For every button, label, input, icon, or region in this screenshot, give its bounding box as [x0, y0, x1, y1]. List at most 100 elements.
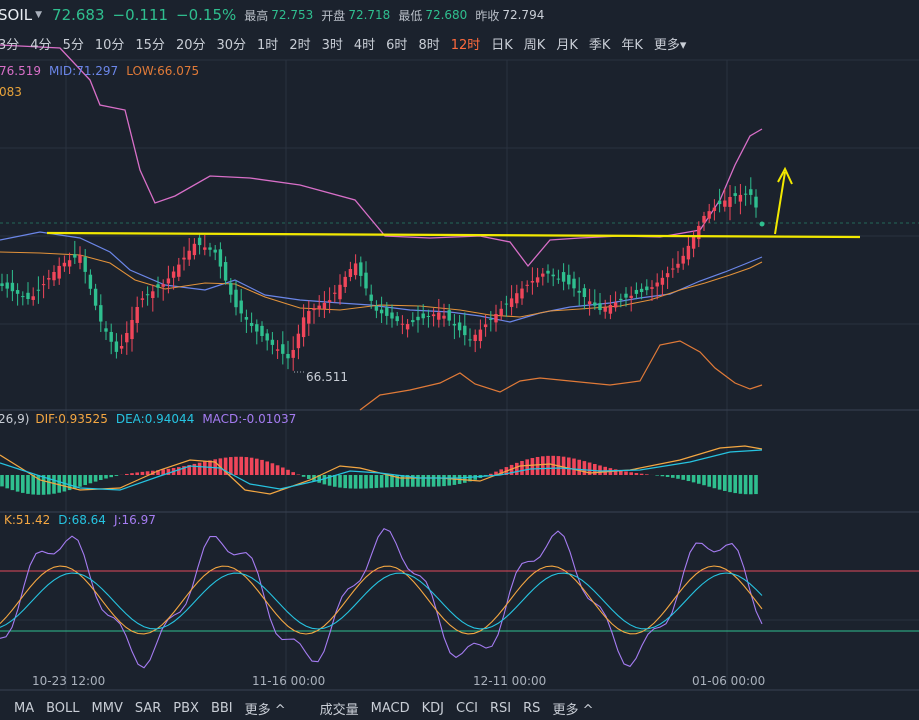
- candle-body: [218, 249, 223, 267]
- macd-bar: [712, 475, 717, 489]
- macd-bar: [379, 475, 384, 488]
- indicator-tab[interactable]: MACD: [370, 700, 410, 716]
- candle-body: [104, 328, 108, 332]
- macd-bar: [239, 456, 243, 475]
- period-tab[interactable]: 季K: [588, 37, 611, 53]
- period-tab[interactable]: 8时: [418, 37, 440, 53]
- candle-body: [707, 211, 711, 219]
- indicator-tab[interactable]: BBI: [210, 700, 233, 716]
- candle-body: [733, 193, 737, 196]
- candle-body: [379, 309, 384, 314]
- candle-body: [416, 316, 420, 321]
- macd-bar: [723, 475, 727, 491]
- period-tab[interactable]: 15分: [135, 37, 165, 53]
- macd-bar: [499, 469, 503, 475]
- candle-body: [255, 324, 259, 332]
- candle-body: [749, 189, 753, 195]
- symbol-name[interactable]: SOIL: [0, 6, 33, 24]
- period-tab[interactable]: 日K: [491, 37, 513, 53]
- macd-bar: [286, 469, 290, 475]
- candle-body: [645, 286, 649, 291]
- period-tab[interactable]: 月K: [556, 37, 578, 53]
- macd-bar: [541, 456, 545, 475]
- macd-bar: [88, 475, 93, 484]
- period-tab[interactable]: 30分: [216, 37, 247, 53]
- period-tab[interactable]: 2时: [289, 37, 311, 53]
- candle-body: [686, 245, 691, 260]
- macd-bar: [260, 459, 264, 475]
- macd-bar: [343, 475, 347, 489]
- candle-body: [660, 277, 665, 285]
- indicator-tab[interactable]: RSI: [490, 700, 512, 716]
- indicator-tab[interactable]: KDJ: [421, 700, 445, 716]
- candle-body: [717, 200, 722, 205]
- period-tab[interactable]: 20分: [175, 37, 206, 53]
- macd-bar: [197, 462, 202, 475]
- candle-body: [307, 311, 311, 324]
- indicator-tab[interactable]: PBX: [173, 700, 199, 716]
- candle-body: [457, 322, 462, 331]
- candle-body: [374, 305, 379, 311]
- j-label: J:: [113, 513, 122, 527]
- candle-body: [171, 271, 176, 278]
- candle-body: [499, 308, 503, 316]
- candle-body: [535, 277, 540, 283]
- candle-body: [494, 314, 498, 323]
- symbol-dropdown-icon[interactable]: ▼: [35, 10, 43, 20]
- macd-bar: [463, 475, 467, 483]
- indicator-tab[interactable]: 成交量: [319, 702, 359, 718]
- period-tab[interactable]: 4时: [353, 37, 376, 53]
- candle-body: [442, 315, 446, 319]
- period-tab[interactable]: 3分: [0, 37, 20, 53]
- period-tab[interactable]: 3时: [321, 37, 343, 53]
- candle-body: [489, 318, 493, 320]
- period-tab[interactable]: 6时: [386, 37, 408, 53]
- indicator-tab[interactable]: SAR: [134, 700, 162, 716]
- indicator-tab[interactable]: 更多 ^: [552, 702, 594, 718]
- candle-body: [411, 320, 415, 323]
- indicator-tab[interactable]: 更多 ^: [244, 702, 286, 718]
- candle-body: [249, 322, 254, 326]
- period-tab[interactable]: 10分: [94, 37, 125, 53]
- period-tab[interactable]: 4分: [30, 37, 52, 53]
- high-label: 最高: [244, 8, 269, 23]
- macd-bar: [114, 475, 119, 476]
- period-tab[interactable]: 12时: [450, 37, 481, 53]
- macd-bar: [109, 475, 113, 478]
- candle-body: [244, 317, 249, 320]
- d-label: D:: [58, 513, 72, 527]
- macd-bar: [447, 475, 451, 486]
- macd-bar: [21, 475, 25, 493]
- macd-bar: [385, 475, 389, 488]
- macd-bar: [265, 461, 269, 475]
- macd-bar: [317, 475, 321, 483]
- macd-bar: [743, 475, 748, 495]
- candle-body: [421, 313, 425, 319]
- indicator-tab[interactable]: CCI: [456, 700, 479, 716]
- candle-body: [515, 293, 519, 304]
- candle-body: [483, 324, 488, 328]
- indicator-tab[interactable]: MA: [14, 700, 35, 716]
- period-tab[interactable]: 5分: [62, 37, 84, 53]
- candle-body: [52, 272, 56, 281]
- candle-body: [504, 303, 509, 305]
- indicator-tab[interactable]: MMV: [91, 700, 123, 716]
- macd-bar: [390, 475, 394, 488]
- period-tab[interactable]: 1时: [257, 37, 279, 53]
- macd-bar: [187, 465, 191, 475]
- indicator-tab[interactable]: RS: [523, 700, 541, 716]
- period-tab[interactable]: 更多▾: [653, 37, 687, 53]
- candle-body: [197, 237, 202, 246]
- candle-body: [99, 305, 103, 322]
- indicator-tab[interactable]: BOLL: [46, 700, 80, 716]
- candle-body: [208, 247, 212, 250]
- candle-body: [36, 289, 41, 291]
- period-tab[interactable]: 周K: [523, 37, 546, 53]
- macd-bar: [73, 475, 77, 489]
- period-tab[interactable]: 年K: [621, 37, 643, 53]
- candle-body: [665, 273, 670, 278]
- macd-bar: [437, 475, 441, 487]
- macd-bar: [234, 456, 238, 475]
- candle-body: [177, 264, 181, 277]
